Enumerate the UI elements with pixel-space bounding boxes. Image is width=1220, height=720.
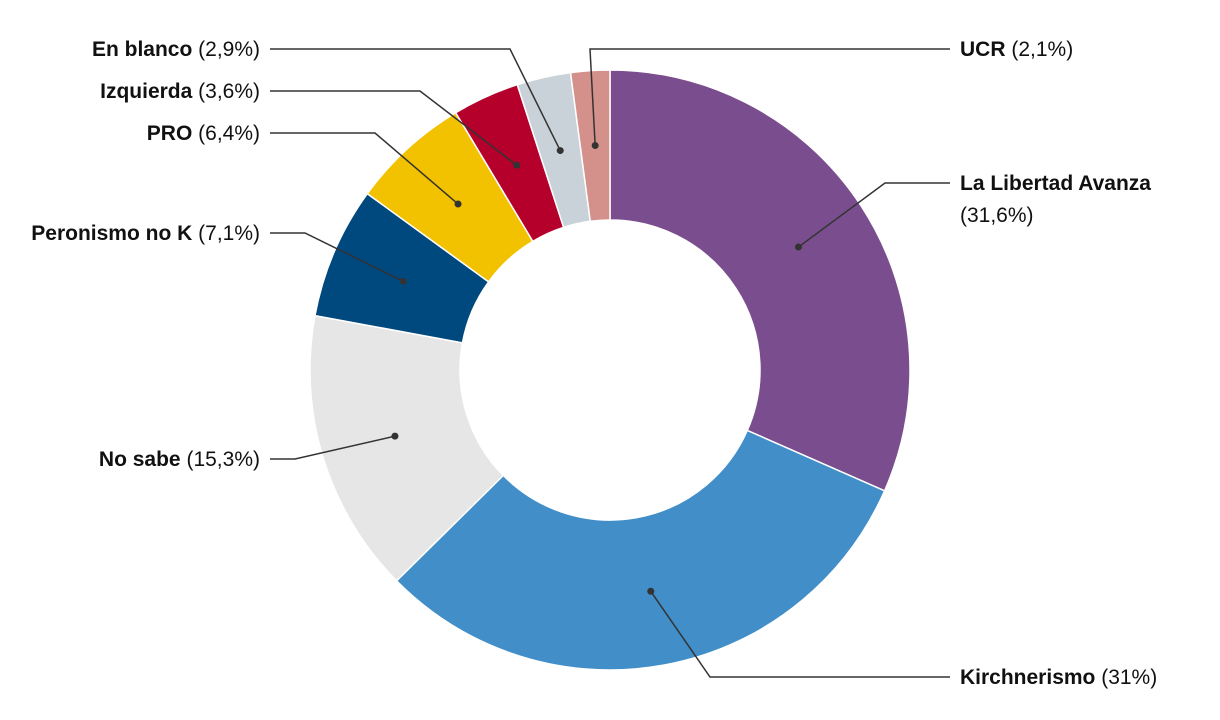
leader-lines-layer — [270, 48, 950, 678]
label-value-pro: (6,4%) — [192, 122, 260, 145]
slice-la-libertad-avanza — [609, 69, 911, 492]
label-value-en-blanco: (2,9%) — [192, 38, 260, 61]
label-name-en-blanco: En blanco — [92, 38, 192, 61]
marker-dot-no-sabe — [391, 432, 399, 440]
label-en-blanco: En blanco (2,9%) — [92, 38, 260, 61]
marker-dot-pro — [454, 200, 462, 208]
label-no-sabe: No sabe (15,3%) — [99, 448, 260, 471]
label-value-izquierda: (3,6%) — [192, 80, 260, 103]
label-value-peronismo-no-k: (7,1%) — [192, 222, 260, 245]
leader-line-pro — [270, 132, 459, 205]
label-izquierda: Izquierda (3,6%) — [100, 80, 260, 103]
label-name-izquierda: Izquierda — [100, 80, 193, 103]
leader-line-no-sabe — [270, 435, 396, 460]
marker-dot-izquierda — [513, 161, 521, 169]
marker-dot-peronismo-no-k — [399, 277, 407, 285]
label-pro: PRO (6,4%) — [147, 122, 260, 145]
leader-line-izquierda — [270, 90, 518, 166]
label-name-kirchnerismo: Kirchnerismo — [960, 666, 1095, 689]
marker-dot-kirchnerismo — [647, 587, 655, 595]
slices-layer — [309, 69, 911, 671]
label-value-ucr: (2,1%) — [1006, 38, 1074, 61]
labels-layer: La Libertad Avanza (31,6%) Kirchnerismo (3… — [31, 38, 1157, 689]
marker-dot-la-libertad-avanza — [794, 243, 802, 251]
leader-line-ucr — [589, 48, 950, 146]
leader-line-peronismo-no-k — [270, 232, 404, 282]
label-name-peronismo-no-k: Peronismo no K — [31, 222, 192, 245]
leader-line-la-libertad-avanza — [797, 182, 950, 248]
label-name-ucr: UCR — [960, 38, 1006, 61]
leader-line-en-blanco — [270, 48, 561, 151]
slice-kirchnerismo — [395, 429, 886, 671]
label-kirchnerismo: Kirchnerismo (31%) — [960, 666, 1157, 689]
marker-dot-en-blanco — [556, 147, 564, 155]
label-name-pro: PRO — [147, 122, 193, 145]
label-name-la-libertad-avanza: La Libertad Avanza — [960, 172, 1151, 195]
label-peronismo-no-k: Peronismo no K (7,1%) — [31, 222, 260, 245]
label-name-no-sabe: No sabe — [99, 448, 181, 471]
label-value-kirchnerismo: (31%) — [1095, 666, 1157, 689]
label-value-la-libertad-avanza: (31,6%) — [960, 204, 1034, 227]
label-la-libertad-avanza: La Libertad Avanza — [960, 172, 1151, 195]
slice-no-sabe — [309, 314, 505, 582]
label-ucr: UCR (2,1%) — [960, 38, 1073, 61]
slice-ucr — [569, 69, 611, 223]
leader-line-kirchnerismo — [650, 590, 950, 678]
label-value-no-sabe: (15,3%) — [181, 448, 260, 471]
marker-dot-ucr — [591, 141, 599, 149]
